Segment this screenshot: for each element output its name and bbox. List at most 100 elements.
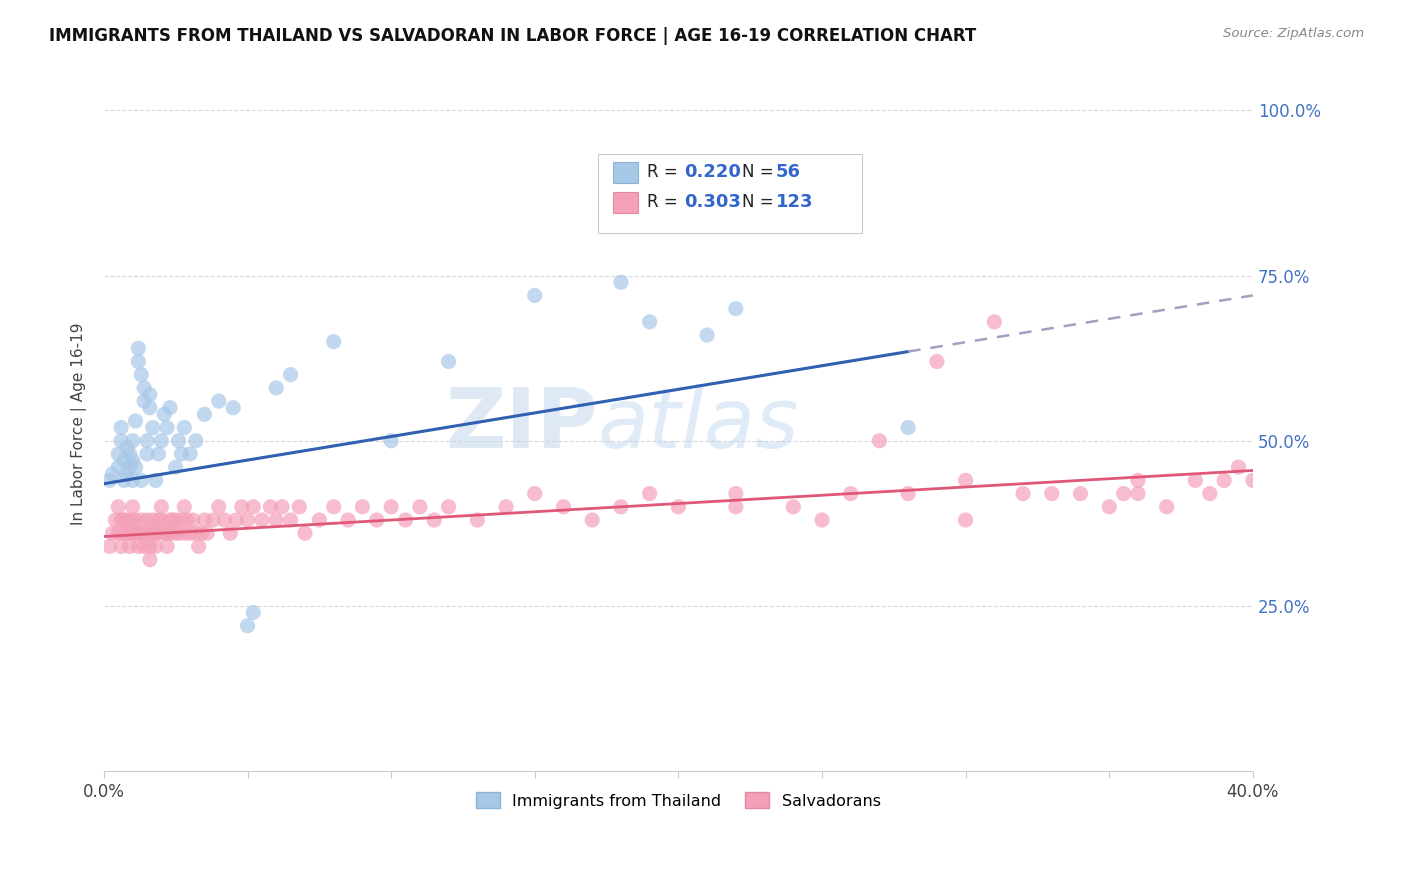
Point (581, 513, 603, 527)
Point (136, 434, 159, 448)
Text: N =: N = (741, 163, 779, 181)
Point (288, 500, 311, 514)
Point (112, 453, 135, 467)
Point (523, 486, 546, 500)
Text: ZIP: ZIP (446, 384, 598, 465)
Point (264, 513, 287, 527)
Point (118, 447, 141, 461)
Point (352, 500, 374, 514)
Point (110, 420, 132, 434)
Point (101, 467, 124, 481)
Point (1184, 474, 1206, 488)
Point (222, 401, 245, 415)
Point (101, 526, 124, 541)
Point (1371, 513, 1393, 527)
Point (115, 467, 138, 481)
Point (236, 618, 259, 632)
Point (955, 474, 977, 488)
Point (150, 500, 173, 514)
Point (366, 513, 388, 527)
Point (107, 460, 129, 475)
Point (118, 526, 141, 541)
Point (250, 513, 273, 527)
Text: 56: 56 (776, 163, 801, 181)
Point (193, 513, 215, 527)
Point (1156, 500, 1178, 514)
Point (280, 368, 302, 382)
Point (1227, 460, 1250, 475)
FancyBboxPatch shape (613, 192, 638, 212)
Point (553, 500, 575, 514)
Point (190, 526, 212, 541)
Point (897, 486, 920, 500)
Text: 0.220: 0.220 (685, 163, 741, 181)
Point (1112, 486, 1135, 500)
Point (159, 513, 181, 527)
Point (724, 301, 747, 316)
Point (380, 500, 402, 514)
Point (638, 486, 661, 500)
Point (638, 315, 661, 329)
Point (142, 513, 165, 527)
Point (925, 354, 948, 368)
Point (107, 447, 129, 461)
Point (983, 315, 1005, 329)
Point (202, 513, 225, 527)
Point (610, 500, 633, 514)
Point (98, 474, 121, 488)
Point (219, 526, 242, 541)
Point (118, 540, 141, 554)
Point (610, 275, 633, 289)
Point (136, 526, 159, 541)
Point (134, 381, 156, 395)
Text: 123: 123 (776, 194, 814, 211)
Point (271, 500, 294, 514)
Point (121, 453, 143, 467)
Point (181, 513, 204, 527)
Point (1357, 526, 1379, 541)
Point (1385, 526, 1406, 541)
Point (159, 401, 181, 415)
Point (124, 460, 146, 475)
Point (129, 474, 152, 488)
Point (129, 526, 152, 541)
Point (150, 513, 173, 527)
Point (129, 368, 152, 382)
Point (159, 526, 181, 541)
Text: IMMIGRANTS FROM THAILAND VS SALVADORAN IN LABOR FORCE | AGE 16-19 CORRELATION CH: IMMIGRANTS FROM THAILAND VS SALVADORAN I… (49, 27, 976, 45)
Text: N =: N = (741, 194, 779, 211)
Point (142, 420, 165, 434)
Point (165, 513, 187, 527)
Point (782, 500, 804, 514)
Point (208, 394, 231, 409)
Point (523, 288, 546, 302)
Point (124, 513, 146, 527)
Point (145, 526, 167, 541)
Point (195, 526, 218, 541)
Point (129, 513, 152, 527)
Point (1012, 486, 1035, 500)
Point (127, 354, 149, 368)
Point (145, 474, 167, 488)
Point (134, 394, 156, 409)
Point (214, 513, 236, 527)
Point (208, 500, 231, 514)
Point (1198, 486, 1220, 500)
Text: 0.303: 0.303 (685, 194, 741, 211)
Point (1270, 566, 1292, 580)
Point (897, 420, 920, 434)
Point (115, 513, 138, 527)
Point (173, 526, 195, 541)
Point (139, 401, 162, 415)
Text: R =: R = (647, 194, 683, 211)
Point (955, 513, 977, 527)
Point (696, 328, 718, 343)
Point (225, 513, 247, 527)
Point (423, 513, 446, 527)
Point (121, 526, 143, 541)
Point (107, 526, 129, 541)
Point (167, 434, 190, 448)
Point (380, 434, 402, 448)
Point (165, 526, 187, 541)
Point (150, 434, 173, 448)
